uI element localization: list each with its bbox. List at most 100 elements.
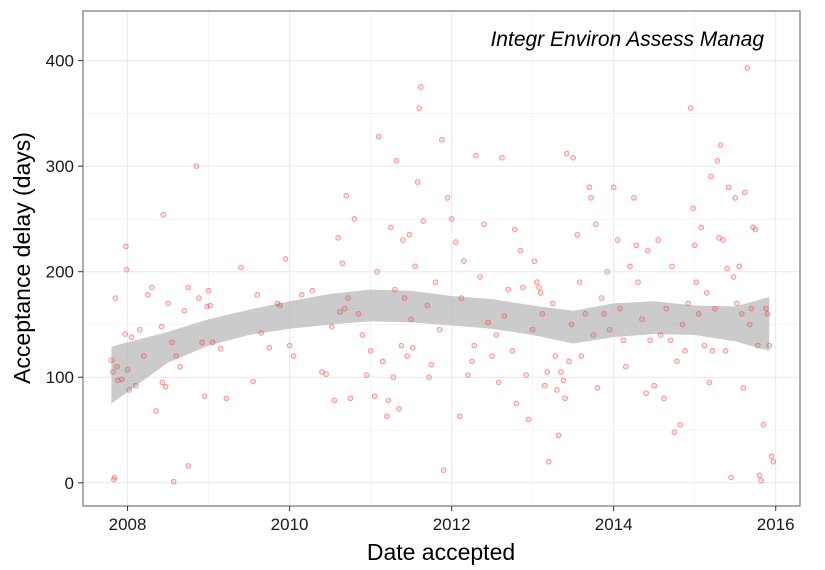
data-point <box>554 387 560 393</box>
smooth-confidence-band <box>111 289 770 404</box>
data-point <box>477 274 483 280</box>
data-point <box>657 332 664 338</box>
data-point <box>493 332 500 338</box>
chart-title: Integr Environ Assess Manag <box>490 28 764 51</box>
data-point <box>663 305 670 312</box>
data-point <box>560 377 567 384</box>
y-tick-label: 100 <box>46 368 74 387</box>
data-point <box>677 421 683 428</box>
data-point <box>266 344 273 351</box>
data-point <box>717 142 724 148</box>
data-point <box>428 361 435 368</box>
data-point <box>617 305 623 312</box>
data-point <box>238 264 244 271</box>
data-point <box>452 239 459 245</box>
data-point <box>722 348 729 354</box>
data-point <box>706 379 713 386</box>
data-point <box>414 179 421 185</box>
y-tick-label: 0 <box>65 474 74 493</box>
data-point <box>545 458 552 465</box>
data-point <box>383 413 390 420</box>
data-point <box>563 150 570 157</box>
data-point <box>647 337 653 344</box>
data-point <box>725 184 732 191</box>
data-point <box>250 378 256 385</box>
data-point <box>108 357 115 364</box>
data-point <box>614 237 621 243</box>
data-point <box>635 279 641 286</box>
data-point <box>687 105 694 111</box>
data-point <box>371 393 378 400</box>
data-point <box>529 326 536 333</box>
data-point <box>555 432 562 439</box>
data-point <box>416 105 423 111</box>
data-point <box>606 326 613 333</box>
data-point <box>674 358 680 365</box>
data-point <box>367 348 374 354</box>
data-point <box>309 287 316 294</box>
data-point <box>748 305 755 312</box>
data-point <box>347 395 354 402</box>
y-tick-label: 400 <box>46 52 74 71</box>
panel-background <box>83 11 800 506</box>
data-point <box>469 358 475 365</box>
data-point <box>460 258 467 264</box>
data-point <box>153 408 159 414</box>
data-point <box>601 311 607 317</box>
data-point <box>643 390 649 396</box>
data-point <box>513 400 520 407</box>
data-point <box>185 463 192 469</box>
data-point <box>223 395 230 402</box>
data-point <box>355 311 362 317</box>
data-point <box>505 286 512 293</box>
data-point <box>679 321 686 328</box>
data-point <box>128 334 135 340</box>
data-point <box>379 358 386 365</box>
data-point <box>714 158 721 164</box>
data-point <box>388 224 394 231</box>
data-point <box>610 184 617 191</box>
data-point <box>574 231 581 238</box>
data-point <box>604 268 611 275</box>
data-point <box>768 453 775 460</box>
data-point <box>495 379 502 386</box>
data-point <box>489 353 495 359</box>
data-point <box>440 467 447 473</box>
data-point <box>432 279 439 286</box>
data-point <box>655 237 662 243</box>
data-points <box>108 65 777 485</box>
data-point <box>412 263 419 270</box>
data-point <box>160 211 167 218</box>
x-tick-label: 2016 <box>757 515 795 534</box>
data-point <box>552 353 559 359</box>
data-point <box>693 279 700 286</box>
data-point <box>690 205 696 212</box>
data-point <box>401 295 408 301</box>
data-point <box>631 194 637 201</box>
data-point <box>661 395 667 402</box>
data-point <box>159 379 166 386</box>
data-point <box>770 458 777 465</box>
data-point <box>331 397 338 404</box>
data-point <box>740 384 747 391</box>
data-point <box>756 472 763 479</box>
data-point <box>119 376 125 383</box>
data-point <box>691 242 698 249</box>
x-tick-label: 2008 <box>109 515 147 534</box>
data-point <box>162 383 169 390</box>
data-point <box>732 194 739 201</box>
data-point <box>392 286 398 293</box>
data-point <box>622 363 629 370</box>
data-point <box>598 295 605 301</box>
data-point <box>335 235 342 241</box>
data-point <box>400 237 406 243</box>
data-point <box>550 300 556 307</box>
data-point <box>651 382 658 389</box>
data-point <box>126 387 133 393</box>
data-point <box>758 477 764 484</box>
data-point <box>341 305 348 312</box>
data-point <box>404 353 410 359</box>
data-point <box>594 384 601 391</box>
data-point <box>501 313 508 319</box>
data-point <box>390 374 397 381</box>
